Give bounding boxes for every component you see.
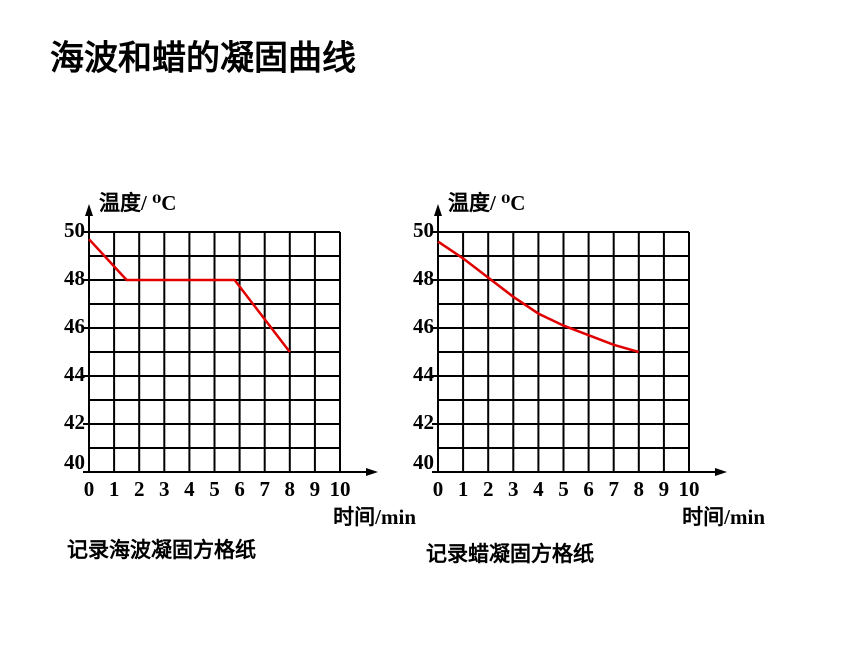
- caption: 记录海波凝固方格纸: [67, 538, 256, 562]
- x-tick-label: 5: [209, 477, 220, 501]
- y-tick-label: 48: [64, 266, 85, 290]
- x-axis-label: 时间/min: [682, 505, 765, 529]
- x-tick-label: 6: [583, 477, 594, 501]
- y-tick-label: 46: [413, 314, 434, 338]
- y-tick-label: 50: [64, 218, 85, 242]
- x-arrow: [715, 468, 727, 476]
- x-tick-label: 9: [659, 477, 670, 501]
- x-tick-label: 0: [433, 477, 444, 501]
- y-arrow: [85, 204, 93, 216]
- x-tick-label: 2: [134, 477, 145, 501]
- x-tick-label: 10: [330, 477, 351, 501]
- y-tick-label: 42: [413, 410, 434, 434]
- y-tick-label: 44: [413, 362, 435, 386]
- x-tick-label: 7: [608, 477, 619, 501]
- y-tick-label: 42: [64, 410, 85, 434]
- x-tick-label: 5: [558, 477, 569, 501]
- x-tick-label: 8: [634, 477, 645, 501]
- x-arrow: [366, 468, 378, 476]
- slide-title: 海波和蜡的凝固曲线: [50, 39, 356, 79]
- x-tick-label: 10: [679, 477, 700, 501]
- x-tick-label: 6: [234, 477, 245, 501]
- x-tick-label: 3: [508, 477, 519, 501]
- y-tick-label: 48: [413, 266, 434, 290]
- data-line: [88, 238, 291, 353]
- data-line: [437, 240, 640, 354]
- x-tick-label: 2: [483, 477, 494, 501]
- x-tick-label: 4: [184, 477, 195, 501]
- y-axis-label: 温度/ ⁰C: [99, 191, 176, 215]
- caption: 记录蜡凝固方格纸: [426, 542, 594, 566]
- x-axis-label: 时间/min: [333, 505, 416, 529]
- chart: 40 42 44 46 48 50 0 1 2 3 4 5 6 7 8 9 10 温度/ ⁰C 时间/min 记录蜡凝…: [413, 191, 765, 566]
- y-arrow: [434, 204, 442, 216]
- x-tick-label: 7: [259, 477, 270, 501]
- y-tick-label: 40: [413, 450, 434, 474]
- x-tick-label: 4: [533, 477, 544, 501]
- y-axis-label: 温度/ ⁰C: [448, 191, 525, 215]
- y-tick-label: 40: [64, 450, 85, 474]
- x-tick-label: 8: [285, 477, 296, 501]
- y-tick-label: 46: [64, 314, 85, 338]
- x-tick-label: 1: [458, 477, 469, 501]
- x-tick-label: 3: [159, 477, 170, 501]
- y-tick-label: 50: [413, 218, 434, 242]
- chart: 40 42 44 46 48 50 0 1 2 3 4 5 6 7 8 9 10 温度/ ⁰C 时间/min 记录海波…: [64, 191, 416, 562]
- x-tick-label: 0: [84, 477, 95, 501]
- x-tick-label: 9: [310, 477, 321, 501]
- y-tick-label: 44: [64, 362, 86, 386]
- x-tick-label: 1: [109, 477, 120, 501]
